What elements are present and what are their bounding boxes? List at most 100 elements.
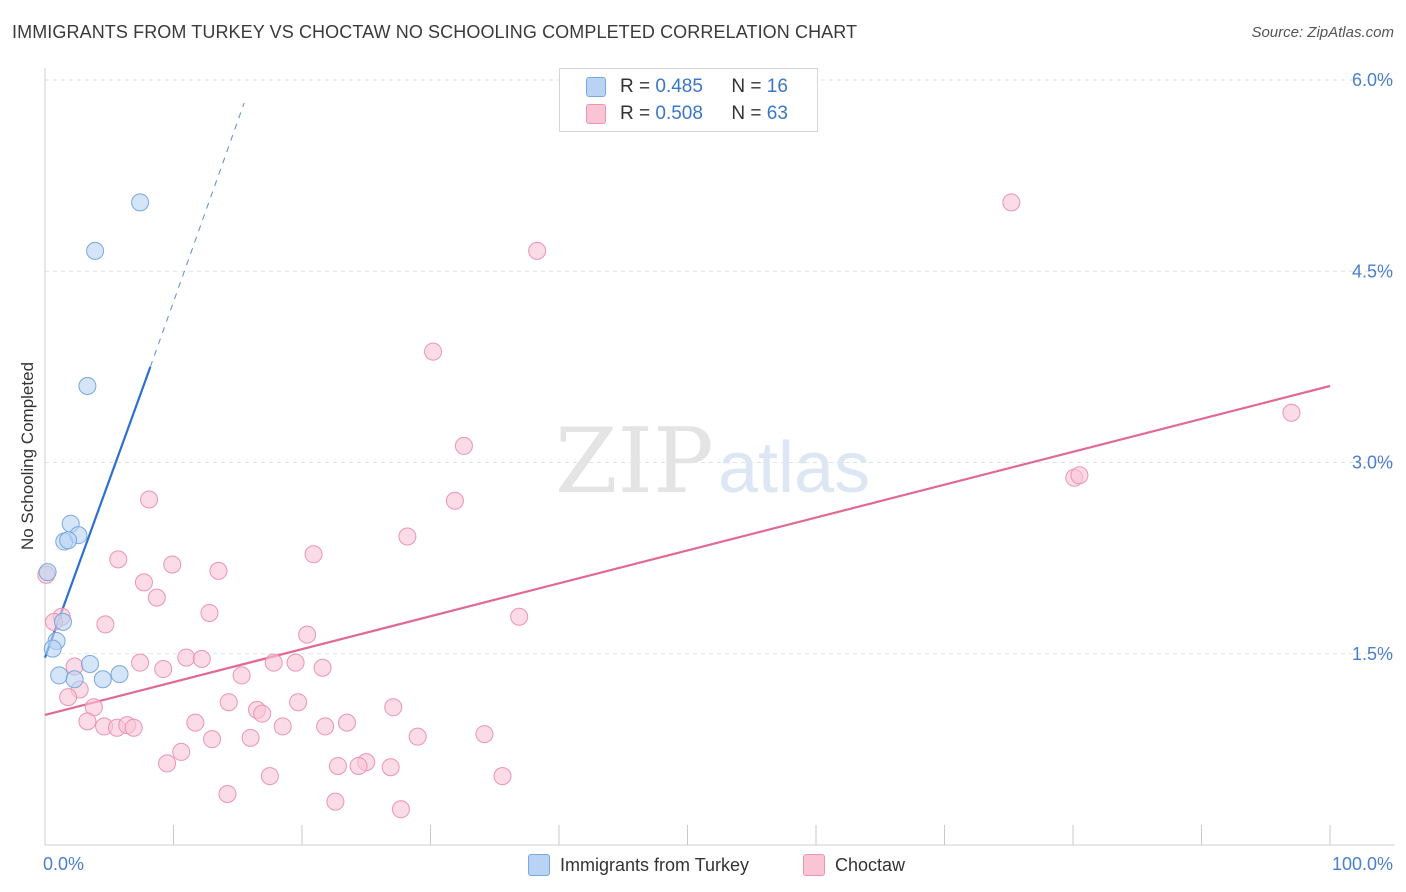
data-point-turkey xyxy=(53,612,72,631)
y-tick-label: 4.5% xyxy=(1352,261,1393,281)
data-point-turkey xyxy=(38,563,57,582)
n-label: N = xyxy=(731,103,762,124)
data-point-choctaw xyxy=(337,713,356,732)
legend-row-turkey: R = 0.485 N = 16 xyxy=(586,75,788,99)
trend-line-choctaw xyxy=(44,384,1331,717)
legend-label-turkey: Immigrants from Turkey xyxy=(560,854,750,875)
data-point-choctaw xyxy=(219,693,238,712)
data-point-choctaw xyxy=(96,615,115,634)
data-point-turkey xyxy=(131,193,150,212)
data-point-choctaw xyxy=(203,730,222,749)
data-point-choctaw xyxy=(1070,466,1089,485)
data-point-choctaw xyxy=(241,728,260,747)
data-point-turkey xyxy=(50,666,69,685)
data-point-turkey xyxy=(110,665,129,684)
data-point-choctaw xyxy=(1282,403,1301,422)
legend-swatch-choctaw xyxy=(803,854,825,876)
data-point-turkey xyxy=(65,670,84,689)
data-point-choctaw xyxy=(264,653,283,672)
y-tick-label: 3.0% xyxy=(1352,453,1393,473)
r-label: R = xyxy=(620,76,651,97)
data-point-choctaw xyxy=(454,436,473,455)
data-point-choctaw xyxy=(398,527,417,546)
n-value-turkey: 16 xyxy=(766,76,788,97)
data-point-choctaw xyxy=(232,666,251,685)
watermark-zip: ZIP xyxy=(555,409,714,514)
data-point-choctaw xyxy=(286,653,305,672)
data-point-choctaw xyxy=(424,342,443,361)
n-value-choctaw: 63 xyxy=(766,103,788,124)
data-point-choctaw xyxy=(316,717,335,736)
data-point-choctaw xyxy=(384,698,403,717)
trend-extension-turkey xyxy=(149,102,245,368)
y-tick-label: 6.0% xyxy=(1352,70,1393,90)
data-point-choctaw xyxy=(253,704,272,723)
data-point-choctaw xyxy=(528,241,547,260)
data-point-choctaw xyxy=(326,792,345,811)
legend-swatch-turkey xyxy=(586,77,606,97)
data-point-choctaw xyxy=(313,658,332,677)
data-point-choctaw xyxy=(59,688,78,707)
data-point-choctaw xyxy=(328,756,347,775)
data-point-choctaw xyxy=(177,648,196,667)
y-tick-label: 1.5% xyxy=(1352,644,1393,664)
data-point-choctaw xyxy=(408,727,427,746)
watermark-atlas: atlas xyxy=(718,428,870,508)
axis-layer xyxy=(44,68,1395,846)
x-tick-label: 100.0% xyxy=(1332,854,1393,874)
data-point-turkey xyxy=(93,670,112,689)
data-point-choctaw xyxy=(445,491,464,510)
data-point-choctaw xyxy=(140,490,159,509)
data-point-choctaw xyxy=(158,754,177,773)
data-point-choctaw xyxy=(391,800,410,819)
n-label: N = xyxy=(731,76,762,97)
chart-title: IMMIGRANTS FROM TURKEY VS CHOCTAW NO SCH… xyxy=(12,22,858,42)
data-point-choctaw xyxy=(1002,193,1021,212)
data-point-choctaw xyxy=(186,713,205,732)
legend-item-turkey: Immigrants from Turkey xyxy=(528,852,749,878)
x-tick-label: 0.0% xyxy=(43,854,84,874)
data-point-choctaw xyxy=(381,758,400,777)
data-point-choctaw xyxy=(349,756,368,775)
data-point-choctaw xyxy=(273,717,292,736)
legend-swatch-choctaw xyxy=(586,104,606,124)
data-point-turkey xyxy=(59,531,78,550)
data-point-choctaw xyxy=(289,693,308,712)
data-point-choctaw xyxy=(304,545,323,564)
data-point-choctaw xyxy=(78,712,97,731)
data-point-choctaw xyxy=(163,555,182,574)
tick-labels: 1.5% 3.0% 4.5% 6.0% 0.0% 100.0% xyxy=(43,70,1393,874)
grid-layer xyxy=(45,79,1395,655)
legend-swatch-turkey xyxy=(528,854,550,876)
data-point-choctaw xyxy=(109,550,128,569)
data-point-choctaw xyxy=(192,649,211,668)
data-point-turkey xyxy=(86,241,105,260)
legend-label-choctaw: Choctaw xyxy=(835,854,906,875)
data-point-choctaw xyxy=(475,725,494,744)
data-point-choctaw xyxy=(131,653,150,672)
data-point-choctaw xyxy=(510,607,529,626)
data-point-choctaw xyxy=(200,603,219,622)
r-value-choctaw: 0.508 xyxy=(655,103,703,124)
data-point-choctaw xyxy=(298,625,317,644)
watermark: ZIP atlas xyxy=(555,409,870,514)
r-label: R = xyxy=(620,103,651,124)
data-point-choctaw xyxy=(124,718,143,737)
correlation-legend: R = 0.485 N = 16 R = 0.508 N = 63 xyxy=(559,68,818,132)
data-point-turkey xyxy=(43,639,62,658)
legend-row-choctaw: R = 0.508 N = 63 xyxy=(586,102,788,126)
data-point-choctaw xyxy=(147,588,166,607)
data-points xyxy=(37,193,1301,819)
data-point-choctaw xyxy=(209,561,228,580)
data-point-choctaw xyxy=(218,785,237,803)
legend-item-choctaw: Choctaw xyxy=(803,852,905,878)
data-point-turkey xyxy=(80,654,99,673)
data-point-choctaw xyxy=(172,742,191,761)
source-credit: Source: ZipAtlas.com xyxy=(1251,24,1394,41)
data-point-choctaw xyxy=(154,660,173,679)
data-point-turkey xyxy=(78,377,97,395)
r-value-turkey: 0.485 xyxy=(655,76,703,97)
data-point-choctaw xyxy=(134,573,153,592)
data-point-choctaw xyxy=(260,767,279,786)
